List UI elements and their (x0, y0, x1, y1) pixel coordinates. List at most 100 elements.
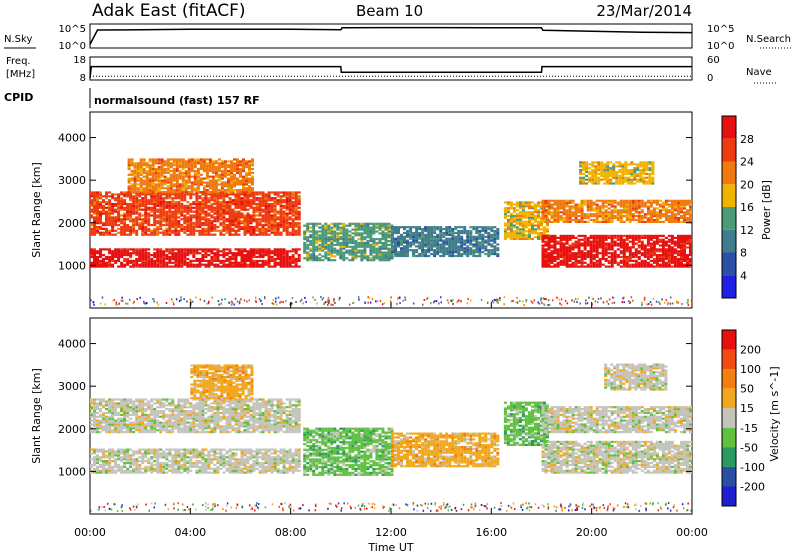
data-cell (490, 239, 494, 242)
data-cell (577, 215, 581, 218)
data-cell (568, 236, 572, 239)
data-cell (132, 202, 136, 206)
data-cell (114, 210, 118, 213)
data-cell (279, 191, 283, 194)
data-cell (658, 203, 662, 206)
data-cell (248, 171, 251, 174)
data-cell (619, 234, 623, 237)
data-cell (153, 202, 157, 206)
data-cell (225, 208, 229, 211)
data-cell (506, 235, 510, 239)
data-cell (270, 220, 274, 223)
data-cell (123, 195, 127, 198)
data-cell (141, 252, 145, 255)
data-cell (108, 201, 112, 204)
data-cell (634, 248, 638, 251)
data-cell (524, 216, 528, 219)
data-cell (312, 230, 316, 233)
data-cell (165, 231, 169, 234)
data-cell (166, 162, 170, 165)
data-cell (123, 216, 127, 219)
data-cell (619, 252, 623, 255)
data-cell (595, 259, 599, 262)
data-cell (607, 201, 611, 204)
data-cell (568, 216, 572, 220)
data-cell (484, 249, 488, 252)
data-cell (279, 216, 283, 219)
data-cell (189, 214, 193, 217)
data-cell (201, 224, 205, 227)
data-cell (186, 225, 190, 229)
data-cell (484, 245, 488, 248)
data-cell (547, 257, 551, 261)
data-cell (285, 254, 289, 257)
data-cell (585, 161, 589, 164)
data-cell (183, 225, 187, 229)
data-cell (324, 230, 328, 233)
data-cell (661, 207, 665, 210)
data-cell (285, 216, 289, 219)
data-cell (652, 209, 656, 212)
data-cell (327, 251, 331, 254)
data-cell (222, 222, 226, 225)
data-cell (123, 250, 127, 253)
data-cell (448, 251, 452, 254)
data-cell (205, 185, 209, 188)
data-cell (227, 166, 230, 169)
data-cell (196, 169, 200, 173)
data-cell (363, 251, 367, 254)
data-cell (637, 211, 641, 214)
data-cell (144, 208, 148, 211)
data-cell (670, 252, 674, 255)
data-cell (204, 202, 208, 206)
data-cell (521, 232, 525, 235)
data-cell (138, 202, 142, 206)
data-cell (183, 195, 187, 198)
data-cell (198, 261, 202, 264)
data-cell (640, 261, 644, 264)
data-cell (345, 228, 349, 231)
data-cell (454, 249, 458, 252)
data-cell (126, 229, 130, 232)
data-cell (99, 255, 102, 259)
data-cell (93, 225, 96, 229)
data-cell (493, 249, 497, 252)
data-cell (518, 201, 522, 204)
data-cell (211, 191, 215, 194)
data-cell (148, 181, 152, 184)
data-cell (154, 162, 158, 165)
data-cell (658, 234, 662, 237)
data-cell (409, 245, 413, 248)
data-cell (193, 181, 197, 184)
data-cell (285, 263, 289, 266)
data-cell (496, 228, 500, 231)
data-cell (242, 169, 245, 173)
data-cell (261, 229, 265, 232)
data-cell (175, 191, 179, 194)
data-cell (562, 259, 566, 262)
data-cell (237, 212, 241, 215)
data-cell (439, 239, 443, 242)
data-cell (156, 257, 160, 261)
data-cell (421, 249, 425, 252)
data-cell (120, 250, 124, 253)
data-cell (139, 162, 143, 165)
data-cell (400, 235, 403, 238)
data-cell (595, 218, 599, 222)
data-cell (142, 179, 146, 182)
data-cell (580, 215, 584, 218)
data-cell (330, 236, 334, 239)
data-cell (160, 179, 164, 182)
data-cell (351, 236, 355, 239)
data-cell (541, 257, 545, 261)
data-cell (216, 257, 220, 261)
data-cell (138, 216, 142, 219)
data-cell (646, 244, 650, 247)
data-cell (619, 265, 623, 268)
data-cell (442, 239, 446, 242)
data-cell (147, 254, 151, 257)
data-cell (195, 229, 199, 232)
data-cell (196, 173, 200, 176)
data-cell (327, 257, 331, 260)
data-cell (267, 204, 271, 207)
